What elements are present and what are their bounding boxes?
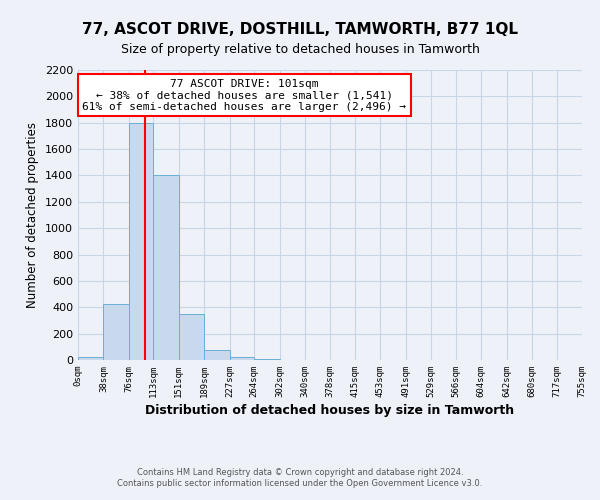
Text: 77 ASCOT DRIVE: 101sqm
← 38% of detached houses are smaller (1,541)
61% of semi-: 77 ASCOT DRIVE: 101sqm ← 38% of detached… xyxy=(82,78,406,112)
Text: 77, ASCOT DRIVE, DOSTHILL, TAMWORTH, B77 1QL: 77, ASCOT DRIVE, DOSTHILL, TAMWORTH, B77… xyxy=(82,22,518,38)
Text: Size of property relative to detached houses in Tamworth: Size of property relative to detached ho… xyxy=(121,42,479,56)
Bar xyxy=(154,176,179,360)
Bar xyxy=(179,314,204,360)
Bar xyxy=(204,350,230,360)
Bar xyxy=(103,304,129,360)
Bar xyxy=(230,356,254,360)
Y-axis label: Number of detached properties: Number of detached properties xyxy=(26,122,40,308)
Bar xyxy=(78,358,103,360)
Bar xyxy=(129,122,154,360)
X-axis label: Distribution of detached houses by size in Tamworth: Distribution of detached houses by size … xyxy=(145,404,515,417)
Text: Contains HM Land Registry data © Crown copyright and database right 2024.
Contai: Contains HM Land Registry data © Crown c… xyxy=(118,468,482,487)
